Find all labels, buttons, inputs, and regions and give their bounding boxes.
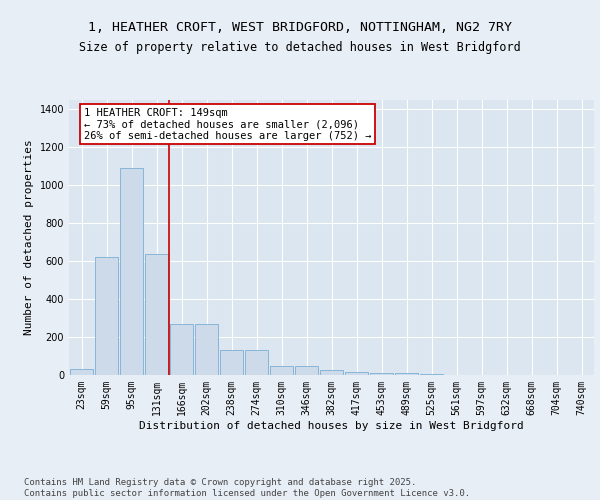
Text: Size of property relative to detached houses in West Bridgford: Size of property relative to detached ho… [79,41,521,54]
Bar [95,258,118,375]
X-axis label: Distribution of detached houses by size in West Bridgford: Distribution of detached houses by size … [139,420,524,430]
Bar [145,254,168,375]
Bar [245,350,268,375]
Bar [220,350,243,375]
Bar [70,370,93,375]
Bar [120,168,143,375]
Text: Contains HM Land Registry data © Crown copyright and database right 2025.
Contai: Contains HM Land Registry data © Crown c… [24,478,470,498]
Bar [370,372,393,375]
Y-axis label: Number of detached properties: Number of detached properties [24,140,34,336]
Bar [320,370,343,375]
Bar [195,324,218,375]
Bar [345,372,368,375]
Bar [170,324,193,375]
Text: 1 HEATHER CROFT: 149sqm
← 73% of detached houses are smaller (2,096)
26% of semi: 1 HEATHER CROFT: 149sqm ← 73% of detache… [83,108,371,141]
Bar [420,374,443,375]
Bar [270,366,293,375]
Bar [295,366,318,375]
Bar [395,374,418,375]
Text: 1, HEATHER CROFT, WEST BRIDGFORD, NOTTINGHAM, NG2 7RY: 1, HEATHER CROFT, WEST BRIDGFORD, NOTTIN… [88,21,512,34]
